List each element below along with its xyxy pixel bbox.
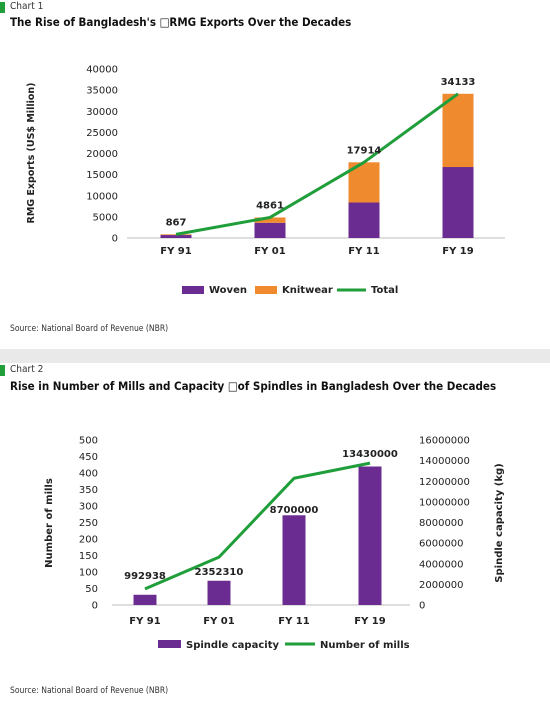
y-axis-label: RMG Exports (US$ Million) bbox=[26, 83, 37, 224]
legend-label-spindle-capacity: Spindle capacity bbox=[186, 640, 279, 651]
chart-1-source: Source: National Board of Revenue (NBR) bbox=[10, 324, 169, 334]
y-right-tick-label: 12000000 bbox=[419, 477, 470, 488]
legend-label-number-of-mills: Number of mills bbox=[320, 640, 410, 651]
y-right-tick-label: 16000000 bbox=[419, 436, 470, 447]
y-tick-label: 10000 bbox=[86, 191, 118, 202]
legend-swatch-spindle-capacity bbox=[158, 640, 181, 648]
data-label: 2352310 bbox=[195, 567, 244, 578]
y-tick-label: 15000 bbox=[86, 170, 118, 181]
y-right-tick-label: 14000000 bbox=[419, 456, 470, 467]
x-tick-label: FY 19 bbox=[442, 246, 474, 257]
legend-label-knitwear: Knitwear bbox=[282, 285, 333, 296]
y-right-tick-label: 4000000 bbox=[419, 559, 464, 570]
y-left-tick-label: 200 bbox=[79, 535, 98, 546]
data-label: 34133 bbox=[441, 77, 476, 88]
y-left-tick-label: 150 bbox=[79, 551, 98, 562]
x-tick-label: FY 91 bbox=[160, 246, 192, 257]
y-left-axis-label: Number of mills bbox=[44, 478, 55, 568]
y-tick-label: 40000 bbox=[86, 65, 118, 76]
x-tick-label: FY 19 bbox=[354, 616, 386, 627]
y-right-tick-label: 8000000 bbox=[419, 518, 464, 529]
x-tick-label: FY 11 bbox=[278, 616, 310, 627]
legend-swatch-knitwear bbox=[255, 286, 277, 294]
y-left-tick-label: 350 bbox=[79, 485, 98, 496]
y-right-axis-label: Spindle capacity (kg) bbox=[494, 463, 505, 582]
chart-1-panel: Chart 1 The Rise of Bangladesh's □RMG Ex… bbox=[0, 0, 550, 349]
chart-2-accent-tag bbox=[0, 365, 5, 376]
chart-1-label: Chart 1 bbox=[10, 1, 44, 12]
chart-2-label: Chart 2 bbox=[10, 364, 44, 375]
y-right-tick-label: 0 bbox=[419, 601, 425, 612]
chart-2-panel: Chart 2 Rise in Number of Mills and Capa… bbox=[0, 363, 550, 710]
y-tick-label: 30000 bbox=[86, 107, 118, 118]
bar-spindle-fy-91 bbox=[133, 594, 157, 605]
chart-1-plot: 0 5000 10000 15000 20000 25000 30000 35000 40000… bbox=[26, 65, 505, 296]
legend-label-total: Total bbox=[371, 285, 398, 296]
y-left-tick-label: 50 bbox=[85, 584, 98, 595]
y-left-tick-label: 100 bbox=[79, 568, 98, 579]
chart-2-title: Rise in Number of Mills and Capacity □of… bbox=[10, 379, 497, 393]
bar-woven-fy-01 bbox=[254, 222, 286, 238]
chart-1-title: The Rise of Bangladesh's □RMG Exports Ov… bbox=[10, 15, 352, 29]
y-left-tick-label: 500 bbox=[79, 436, 98, 447]
data-label: 992938 bbox=[124, 571, 166, 582]
data-label: 867 bbox=[166, 217, 187, 228]
x-tick-label: FY 11 bbox=[348, 246, 380, 257]
x-tick-label: FY 01 bbox=[203, 616, 235, 627]
bar-spindle-fy-11 bbox=[282, 515, 306, 605]
y-right-tick-label: 6000000 bbox=[419, 539, 464, 550]
y-tick-label: 35000 bbox=[86, 86, 118, 97]
y-tick-label: 25000 bbox=[86, 128, 118, 139]
chart-2-plot: 0 50 100 150 200 250 300 350 400 450 500 0 2000000 40… bbox=[44, 436, 505, 652]
chart-1-accent-tag bbox=[0, 2, 5, 13]
y-right-tick-label: 2000000 bbox=[419, 580, 464, 591]
y-left-tick-label: 0 bbox=[92, 601, 98, 612]
legend-label-woven: Woven bbox=[209, 285, 247, 296]
y-tick-label: 20000 bbox=[86, 149, 118, 160]
data-label: 13430000 bbox=[342, 449, 398, 460]
bar-spindle-fy-19 bbox=[358, 466, 382, 605]
y-left-tick-label: 400 bbox=[79, 469, 98, 480]
bar-woven-fy-19 bbox=[442, 167, 474, 238]
y-left-tick-label: 300 bbox=[79, 502, 98, 513]
data-label: 17914 bbox=[347, 145, 382, 156]
bar-knitwear-fy-91 bbox=[160, 234, 192, 236]
bar-spindle-fy-01 bbox=[207, 580, 231, 605]
data-label: 8700000 bbox=[270, 505, 319, 516]
bar-knitwear-fy-01 bbox=[254, 217, 286, 223]
mills-line bbox=[144, 461, 371, 591]
x-tick-label: FY 01 bbox=[254, 246, 286, 257]
y-tick-label: 0 bbox=[112, 234, 118, 245]
chart-2-source: Source: National Board of Revenue (NBR) bbox=[10, 686, 169, 696]
data-label: 4861 bbox=[256, 200, 284, 211]
bar-woven-fy-11 bbox=[348, 202, 380, 238]
bar-woven-fy-91 bbox=[160, 235, 192, 238]
bar-knitwear-fy-19 bbox=[442, 93, 474, 168]
y-left-tick-label: 250 bbox=[79, 518, 98, 529]
y-right-tick-label: 10000000 bbox=[419, 497, 470, 508]
total-line bbox=[175, 92, 459, 236]
x-tick-label: FY 91 bbox=[129, 616, 161, 627]
y-left-tick-label: 450 bbox=[79, 452, 98, 463]
y-tick-label: 5000 bbox=[93, 212, 118, 223]
legend-swatch-woven bbox=[182, 286, 204, 294]
